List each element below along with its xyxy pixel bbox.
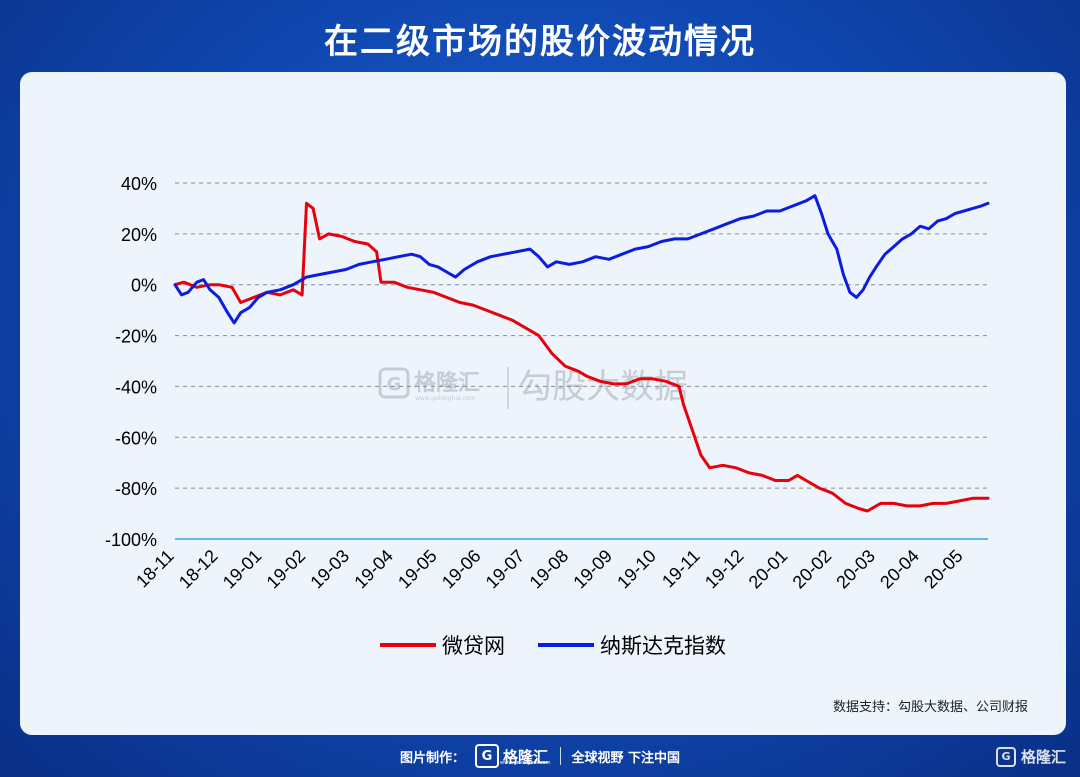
series-line-nasdaq [173,194,990,325]
legend-label-weidai: 微贷网 [442,634,505,658]
watermark-logo-letter: G [387,374,402,395]
x-tick-label: 19-07 [482,546,529,593]
x-tick-label: 20-03 [832,546,879,593]
x-tick-label: 18-11 [132,546,178,592]
y-tick-label: -20% [115,327,157,347]
y-tick-label: 0% [131,276,157,296]
corner-logo-brand: 格隆汇 [1020,748,1066,766]
footer-brand-name: 格隆汇 [503,747,549,766]
y-tick-label: -100% [105,530,157,550]
x-tick-label: 19-06 [438,546,485,593]
x-tick-label: 18-12 [175,546,222,593]
x-tick-label: 19-11 [658,546,704,592]
footer-brand-url: www.gelonghui.com [500,760,551,766]
x-tick-label: 20-02 [789,546,836,593]
x-tick-label: 20-05 [920,546,967,593]
footer-brand: G 格隆汇 www.gelonghui.com [475,744,550,768]
chart-panel: G 格隆汇 www.gelonghui.com 勾股大数据 40% 20% 0% -20% -4… [20,72,1066,735]
footer-divider [560,747,562,765]
x-tick-label: 19-08 [526,546,573,593]
y-tick-label: -60% [115,428,157,448]
watermark-brand-url: www.gelonghui.com [415,395,476,402]
y-tick-label: -80% [115,479,157,499]
legend-label-nasdaq: 纳斯达克指数 [600,634,726,658]
footer-slogan: 全球视野 下注中国 [571,750,680,766]
x-tick-label: 19-03 [306,546,353,593]
corner-logo: G 格隆汇 [995,746,1066,767]
x-tick-label: 19-04 [350,546,397,593]
x-tick-label: 19-12 [701,546,748,593]
y-tick-label: -40% [115,377,157,397]
x-tick-label: 19-01 [219,546,266,593]
corner-logo-icon: G [995,746,1016,767]
data-source-note: 数据支持：勾股大数据、公司财报 [832,700,1028,715]
x-tick-label: 20-04 [876,546,923,593]
x-tick-label: 19-09 [569,546,616,593]
x-tick-label: 19-10 [613,546,660,593]
series-line-weidai [173,201,990,513]
footer-made-by: 图片制作： [400,750,466,766]
page-title: 在二级市场的股价波动情况 [324,22,756,62]
x-tick-label: 19-02 [263,546,310,593]
x-tick-label: 19-05 [394,546,441,593]
y-tick-label: 20% [121,225,157,245]
y-tick-label: 40% [121,174,157,194]
watermark-product: 勾股大数据 [518,367,688,407]
watermark-logo-icon [378,367,410,399]
x-tick-label: 20-01 [745,546,792,593]
watermark-brand: 格隆汇 [414,370,480,396]
footer-bar: 图片制作： G 格隆汇 www.gelonghui.com 全球视野 下注中国 [0,743,1080,769]
gelonghui-logo-icon: G [475,744,500,768]
